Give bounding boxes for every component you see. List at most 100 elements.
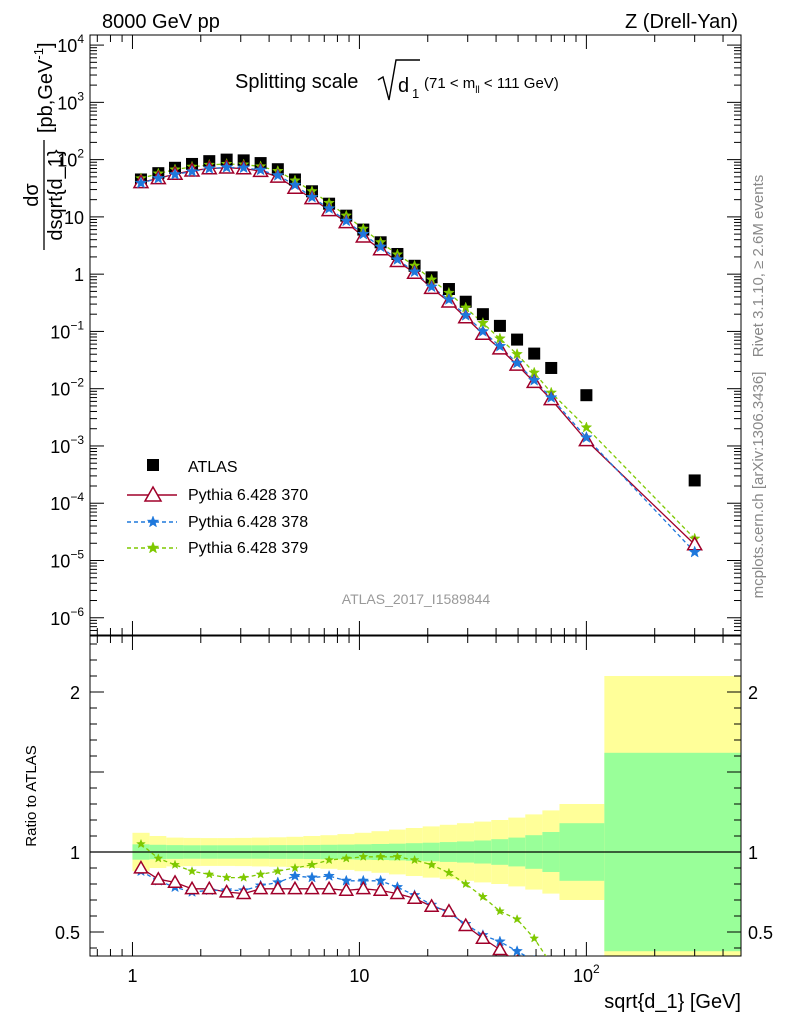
point-378 bbox=[476, 324, 490, 337]
ylabel-denominator: dsqrt{d_1} bbox=[45, 149, 67, 241]
ratio-y-tick-label: 1 bbox=[70, 843, 80, 863]
main-series-line-378 bbox=[140, 166, 696, 553]
mcplots-label: mcplots.cern.ch [arXiv:1306.3436] bbox=[750, 372, 767, 599]
ratio-point-379 bbox=[136, 838, 146, 849]
ratio-point-378 bbox=[546, 962, 557, 972]
point-378 bbox=[442, 292, 456, 305]
ratio-point-379 bbox=[187, 865, 197, 876]
ylabel-numerator: dσ bbox=[21, 183, 43, 207]
y-tick-label: 10−2 bbox=[50, 376, 84, 400]
y-tick-label-base: 10 bbox=[57, 93, 77, 113]
y-tick-label-exponent: 4 bbox=[77, 32, 84, 46]
y-tick-label-exponent: −3 bbox=[70, 433, 84, 447]
plot-title-range-pre: (71 < m bbox=[424, 75, 475, 92]
ratio-point-370 bbox=[167, 874, 183, 889]
x-tick-label: 10 bbox=[349, 966, 369, 986]
ratio-point-379 bbox=[170, 859, 180, 869]
legend: ATLAS Pythia 6.428 370 Pythia 6.428 378 … bbox=[127, 459, 308, 557]
ratio-point-370 bbox=[235, 885, 252, 900]
main-series-line-379 bbox=[140, 163, 696, 540]
ratio-point-378 bbox=[511, 944, 523, 956]
y-tick-label-base: 10 bbox=[57, 151, 77, 171]
ratio-point-379 bbox=[153, 853, 164, 863]
point-378 bbox=[459, 308, 473, 321]
point-378 bbox=[168, 167, 182, 180]
ratio-point-379 bbox=[392, 851, 403, 861]
y-tick-label-exponent: −6 bbox=[70, 605, 84, 619]
axis-ticks bbox=[90, 35, 741, 956]
ratio-point-379 bbox=[426, 859, 437, 869]
ratio-point-370 bbox=[252, 880, 269, 895]
point-378 bbox=[254, 163, 267, 176]
y-tick-label-base: 10 bbox=[50, 437, 70, 457]
legend-item-atlas: ATLAS bbox=[147, 459, 238, 476]
ratio-y-tick-label: 2 bbox=[70, 683, 80, 703]
svg-text:(71 < mll < 111 GeV): (71 < mll < 111 GeV) bbox=[424, 75, 559, 96]
y-tick-label: 10−3 bbox=[50, 433, 84, 457]
legend-item-379: Pythia 6.428 379 bbox=[127, 540, 308, 557]
ratio-point-370 bbox=[287, 880, 303, 895]
ratio-point-378 bbox=[533, 954, 535, 956]
ratio-point-379 bbox=[307, 859, 317, 869]
legend-item-370: Pythia 6.428 370 bbox=[127, 485, 308, 504]
point-378 bbox=[237, 161, 251, 174]
ratio-point-379 bbox=[529, 933, 540, 943]
legend-item-378: Pythia 6.428 378 bbox=[127, 514, 308, 531]
rivet-label: Rivet 3.1.10, ≥ 2.6M events bbox=[750, 175, 767, 358]
y-tick-label-exponent: −4 bbox=[70, 490, 84, 504]
ylabel-unit-close: ] bbox=[35, 42, 57, 48]
point-378 bbox=[374, 240, 387, 253]
point-378 bbox=[356, 227, 370, 240]
ratio-y-tick-label-right: 2 bbox=[748, 683, 758, 703]
x-tick-label-base: 1 bbox=[127, 966, 137, 986]
atlas-point bbox=[688, 474, 701, 487]
ratio-point-370 bbox=[304, 880, 320, 895]
point-378 bbox=[271, 168, 285, 181]
x-tick-label: 1 bbox=[127, 966, 137, 986]
point-378 bbox=[510, 356, 524, 369]
ratio-point-379 bbox=[272, 865, 283, 876]
ratio-ylabel: Ratio to ATLAS bbox=[23, 745, 40, 846]
ratio-point-370 bbox=[150, 871, 167, 885]
y-tick-label: 10−5 bbox=[50, 547, 84, 571]
y-tick-label: 102 bbox=[57, 147, 84, 171]
point-378 bbox=[185, 164, 199, 177]
point-378 bbox=[408, 265, 421, 278]
ratio-point-379 bbox=[460, 878, 471, 889]
legend-marker-star-icon bbox=[146, 541, 160, 554]
y-tick-label: 104 bbox=[57, 32, 84, 56]
svg-text:[pb,GeV-1]: [pb,GeV-1] bbox=[31, 42, 57, 133]
ratio-point-379 bbox=[512, 913, 523, 924]
legend-marker-triangle-icon bbox=[143, 485, 163, 502]
ratio-point-379 bbox=[221, 872, 232, 882]
main-ylabel: dσ dsqrt{d_1} [pb,GeV-1] bbox=[21, 42, 67, 250]
y-tick-label-exponent: −2 bbox=[70, 376, 84, 390]
legend-label-379: Pythia 6.428 379 bbox=[188, 540, 308, 557]
ratio-point-378 bbox=[323, 869, 335, 881]
ratio-point-370 bbox=[270, 880, 286, 895]
axis-tick-labels: 1 10 10210410310210110−110−210−310−410−510… bbox=[50, 32, 773, 986]
ratio-point-378 bbox=[289, 869, 301, 881]
legend-label-378: Pythia 6.428 378 bbox=[188, 514, 308, 531]
y-tick-label-exponent: 3 bbox=[77, 89, 84, 103]
point-378 bbox=[305, 190, 319, 203]
ratio-plot-frame bbox=[89, 635, 742, 957]
ratio-point-379 bbox=[409, 854, 420, 865]
y-tick-label-base: 10 bbox=[57, 36, 77, 56]
y-tick-label: 1 bbox=[74, 265, 84, 285]
x-tick-label-base: 10 bbox=[573, 966, 593, 986]
x-axis-label: sqrt{d_1} [GeV] bbox=[604, 991, 741, 1013]
point-378 bbox=[688, 545, 702, 558]
ratio-y-tick-label-right: 0.5 bbox=[748, 923, 773, 943]
legend-label-370: Pythia 6.428 370 bbox=[188, 487, 308, 504]
header-right: Z (Drell-Yan) bbox=[625, 11, 738, 33]
ratio-point-370 bbox=[201, 880, 218, 895]
atlas-point bbox=[493, 319, 506, 332]
ratio-point-370 bbox=[545, 972, 558, 983]
ylabel-unit-sup: -1 bbox=[31, 48, 46, 60]
x-tick-label: 102 bbox=[573, 962, 600, 986]
y-tick-label-base: 10 bbox=[64, 208, 84, 228]
y-tick-label: 10 bbox=[64, 208, 84, 228]
main-plot-frame bbox=[89, 34, 742, 636]
